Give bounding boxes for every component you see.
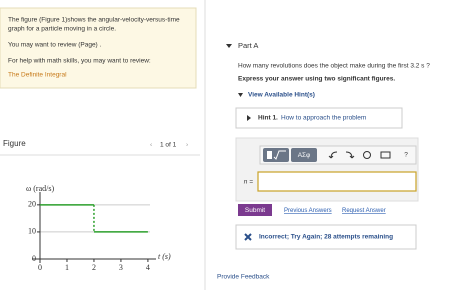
y-tick-label: 10 [28,227,36,236]
part-title: Part A [238,41,258,50]
template-icon [267,151,272,159]
template-button[interactable] [263,148,289,162]
previous-answers-link[interactable]: Previous Answers [284,208,332,214]
hint-text[interactable]: How to approach the problem [281,115,366,122]
x-tick-label: 2 [92,263,96,272]
x-tick-label: 1 [65,263,69,272]
collapse-icon[interactable] [226,44,232,48]
question: How many revolutions does the object mak… [238,63,430,70]
reset-icon[interactable] [363,151,371,159]
feedback-link[interactable]: Provide Feedback [217,274,270,281]
hints-toggle[interactable]: View Available Hint(s) [248,92,315,99]
x-tick-label: 0 [38,263,42,272]
incorrect-icon [244,233,252,241]
x-tick-label: 3 [119,263,123,272]
hint-expand-icon[interactable] [247,115,251,121]
y-tick-label: 20 [28,200,36,209]
request-answer-link[interactable]: Request Answer [342,208,386,214]
undo-icon[interactable] [328,151,338,159]
feedback: Incorrect; Try Again; 28 attempts remain… [259,234,393,241]
y-axis-label: ω (rad/s) [26,184,54,193]
x-axis-label: t (s) [158,252,171,261]
figure-heading: Figure [3,139,26,148]
redo-icon[interactable] [345,151,355,159]
pager: 1 of 1 [160,142,177,149]
prev-button[interactable]: ‹ [150,142,152,149]
submit-button[interactable] [238,204,272,216]
problem-text: graph for a particle moving in a circle. [8,26,116,33]
chart: 0 10 20 0 1 2 3 4 ω (rad/s) t (s) [26,184,171,272]
problem-box [0,7,197,89]
integral-link[interactable]: The Definite Integral [8,72,67,79]
help-button[interactable]: ? [404,152,408,159]
problem-text: You may want to review (Page) . [8,42,102,49]
sqrt-icon [273,150,286,160]
next-button[interactable]: › [186,142,188,149]
submit-label: Submit [245,207,265,214]
hint-label: Hint 1. [258,115,278,122]
answer-input[interactable] [257,171,417,192]
problem-text: For help with math skills, you may want … [8,58,151,65]
hint-toggle-icon[interactable] [238,93,243,97]
hint-box [235,107,403,129]
keyboard-icon[interactable] [380,151,391,159]
y-tick-label: 0 [32,254,36,263]
feedback-box [235,224,417,250]
answer-label: n = [244,179,253,186]
symbols-label: ΑΣφ [298,152,311,159]
x-tick-label: 4 [146,263,150,272]
problem-text: The figure (Figure 1)shows the angular-v… [8,17,180,24]
instruction: Express your answer using two significan… [238,76,395,83]
symbols-button[interactable] [291,148,317,162]
